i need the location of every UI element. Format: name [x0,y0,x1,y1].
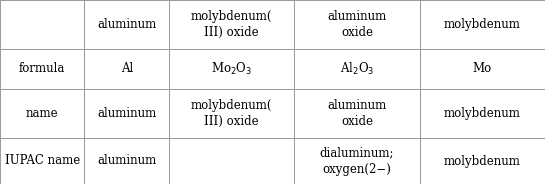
Bar [294,0,420,49]
Bar [84,89,169,138]
Bar [169,49,294,89]
Bar [0,0,84,49]
Bar [84,49,169,89]
Bar [294,89,420,138]
Bar [169,138,294,184]
Text: dialuminum;
oxygen(2−): dialuminum; oxygen(2−) [320,146,394,176]
Text: Mo$_2$O$_3$: Mo$_2$O$_3$ [211,61,252,77]
Text: molybdenum: molybdenum [444,18,521,31]
Text: aluminum
oxide: aluminum oxide [328,99,386,128]
Text: molybdenum(
III) oxide: molybdenum( III) oxide [191,10,272,39]
Bar [0,138,84,184]
Bar [294,49,420,89]
Text: molybdenum: molybdenum [444,155,521,167]
Text: formula: formula [19,63,65,75]
Bar [169,0,294,49]
Text: molybdenum: molybdenum [444,107,521,120]
Bar [0,89,84,138]
Bar [84,0,169,49]
Text: Al: Al [120,63,133,75]
Text: IUPAC name: IUPAC name [4,155,80,167]
Text: molybdenum(
III) oxide: molybdenum( III) oxide [191,99,272,128]
Bar [169,89,294,138]
Text: name: name [26,107,58,120]
Text: Mo: Mo [473,63,492,75]
Bar [84,138,169,184]
Bar [420,138,545,184]
Text: Al$_2$O$_3$: Al$_2$O$_3$ [340,61,374,77]
Text: aluminum: aluminum [97,155,156,167]
Bar [420,0,545,49]
Text: aluminum: aluminum [97,107,156,120]
Text: aluminum
oxide: aluminum oxide [328,10,386,39]
Bar [294,138,420,184]
Text: aluminum: aluminum [97,18,156,31]
Bar [420,89,545,138]
Bar [0,49,84,89]
Bar [420,49,545,89]
